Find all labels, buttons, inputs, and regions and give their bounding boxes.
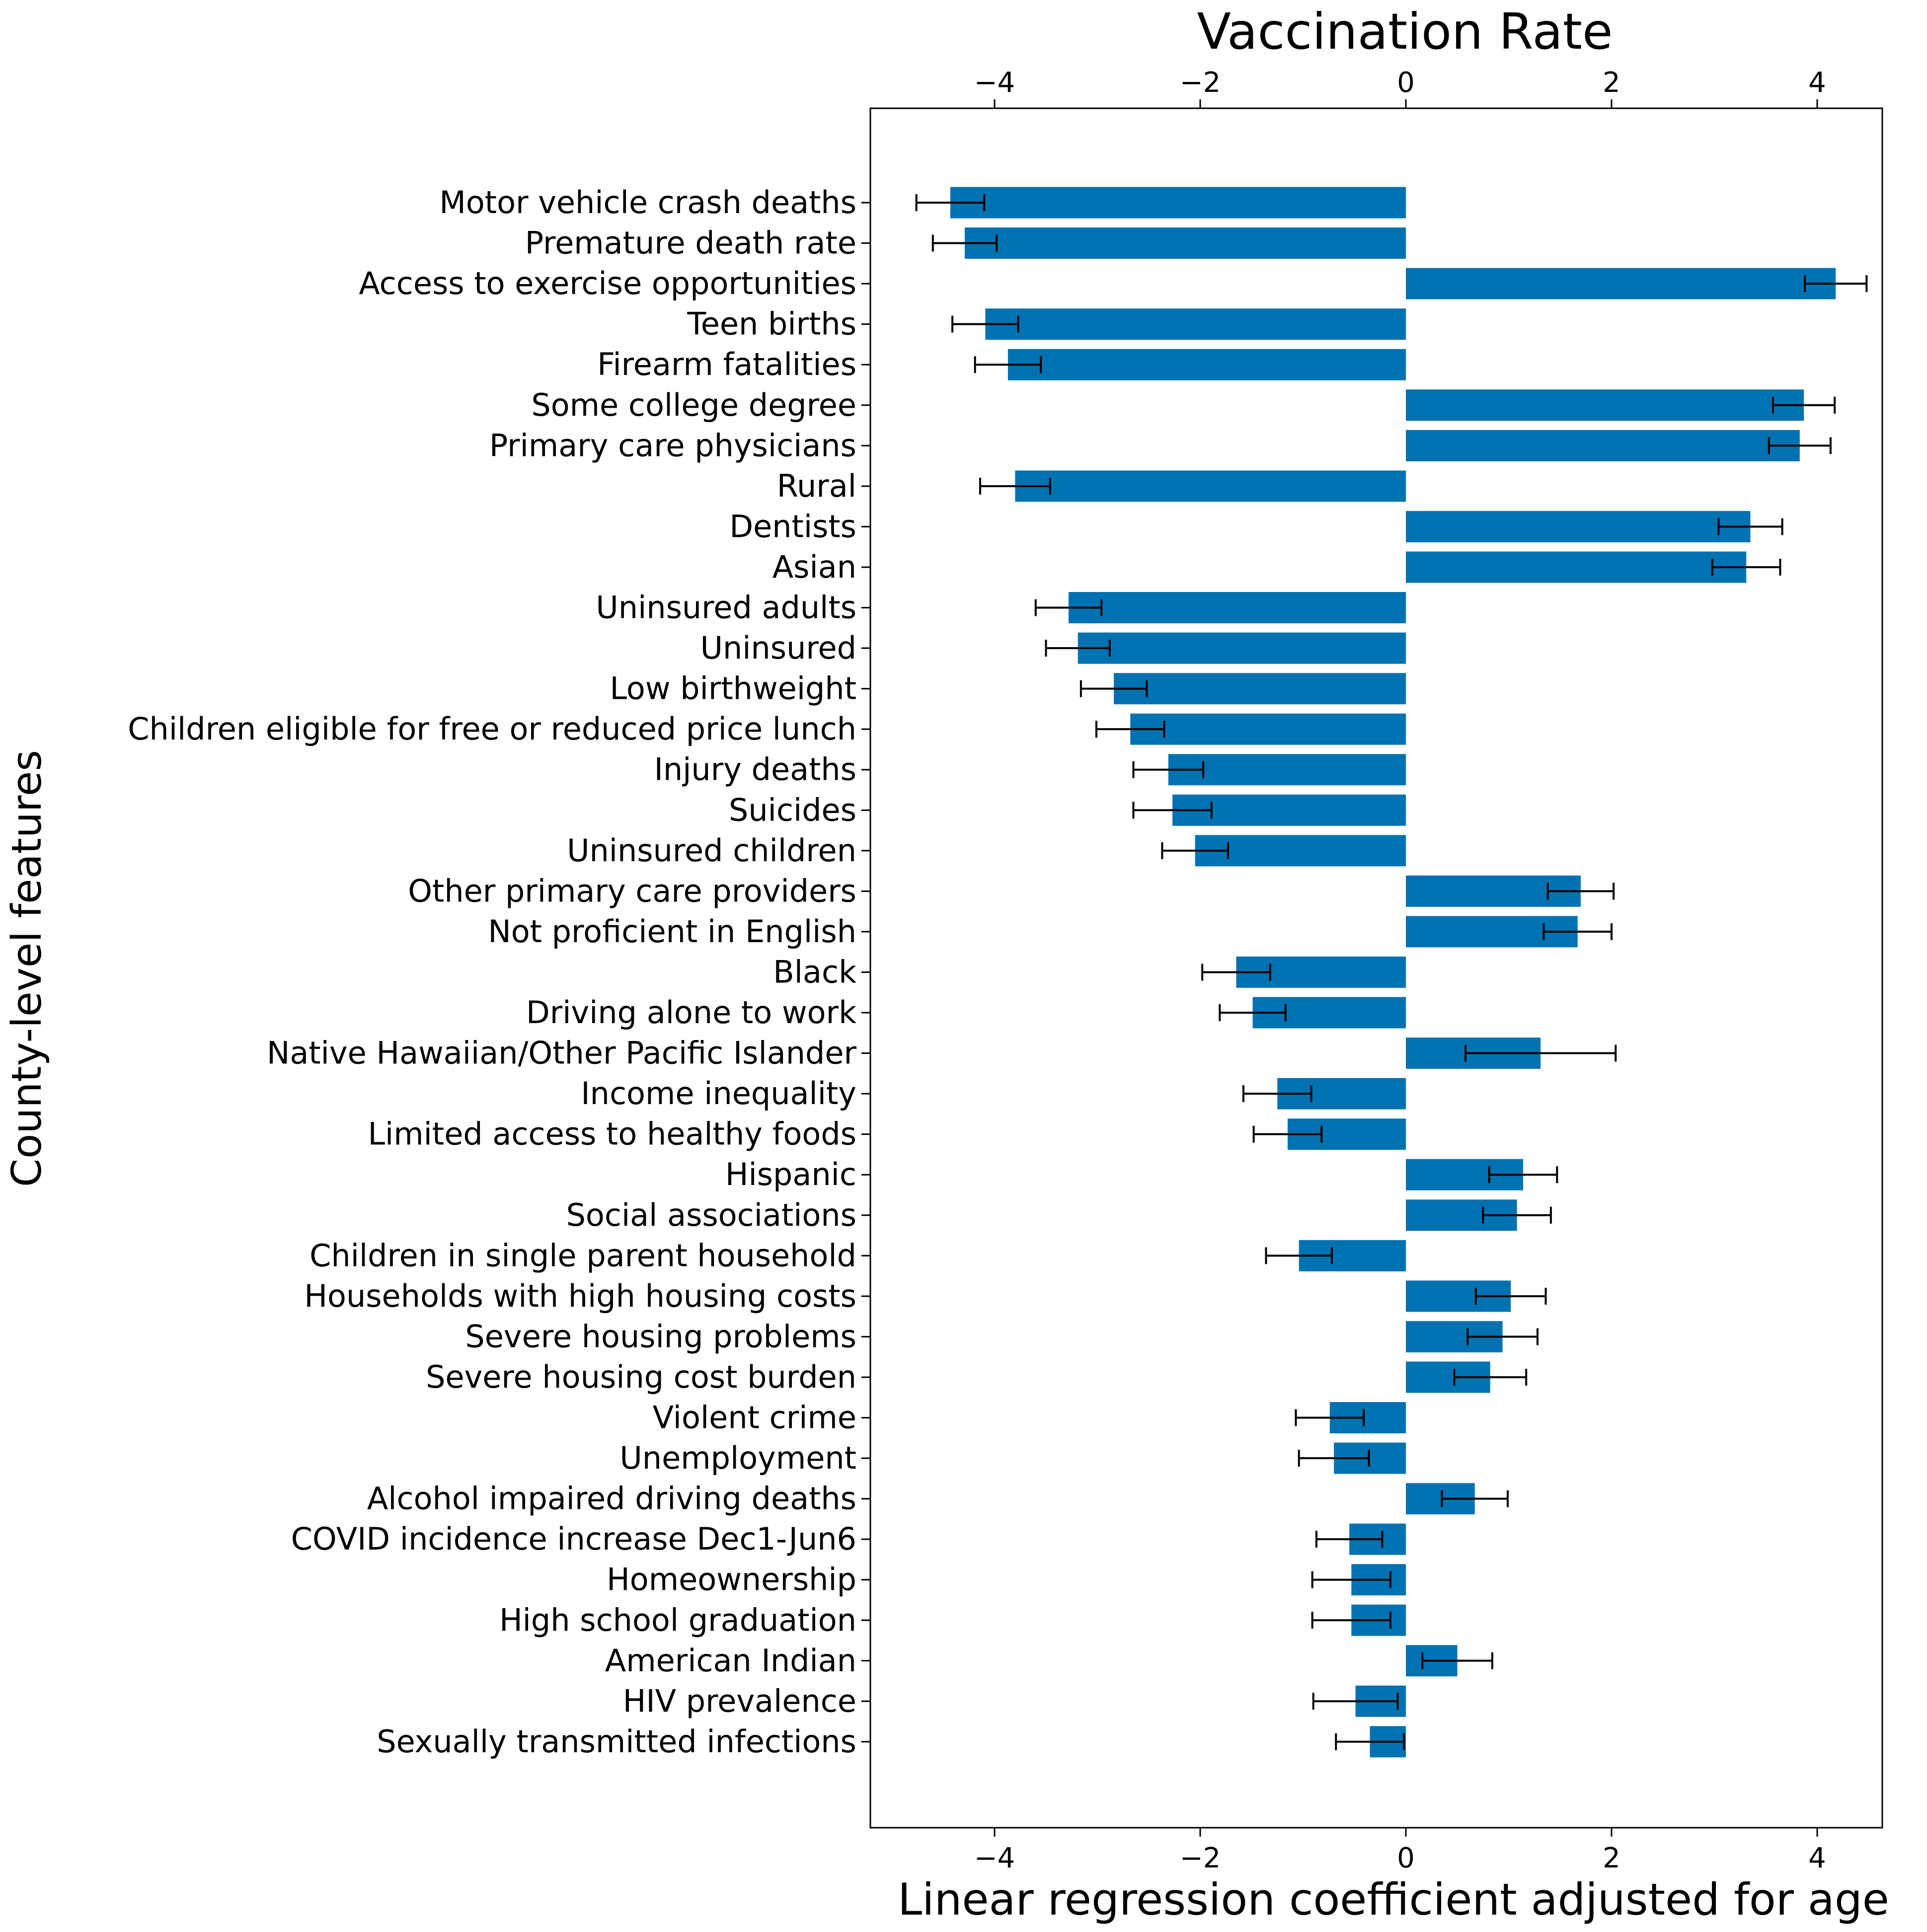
x-tick-label-top-1: −2 (1180, 67, 1221, 99)
bar-10 (1069, 592, 1406, 623)
bar-8 (1406, 511, 1751, 542)
y-tick-label-22: Income inequality (581, 1075, 856, 1112)
y-tick-label-21: Native Hawaiian/Other Pacific Islander (267, 1035, 857, 1071)
y-tick-label-4: Firearm fatalities (597, 346, 856, 382)
bar-12 (1114, 673, 1406, 705)
bar-2 (1406, 268, 1836, 299)
x-axis-bottom: −4 −2 0 2 4 (974, 1828, 1826, 1874)
y-tick-label-30: Violent crime (653, 1400, 856, 1436)
bar-9 (1406, 551, 1747, 583)
y-tick-label-18: Not proficient in English (488, 913, 856, 950)
x-tick-label-bottom-0: −4 (974, 1842, 1015, 1874)
y-tick-label-12: Low birthweight (610, 670, 856, 707)
y-tick-label-10: Uninsured adults (596, 590, 856, 626)
y-tick-label-27: Households with high housing costs (304, 1278, 856, 1314)
y-tick-label-36: American Indian (605, 1642, 856, 1679)
y-tick-label-17: Other primary care providers (408, 873, 856, 909)
bar-11 (1078, 632, 1406, 664)
x-tick-label-top-4: 4 (1808, 67, 1826, 99)
x-tick-label-bottom-2: 0 (1397, 1842, 1415, 1874)
bar-4 (1007, 349, 1406, 380)
y-tick-label-34: Homeownership (607, 1561, 856, 1598)
bar-6 (1406, 430, 1800, 461)
y-tick-label-20: Driving alone to work (526, 994, 856, 1031)
y-tick-label-26: Children in single parent household (309, 1237, 856, 1273)
bar-1 (964, 227, 1406, 259)
y-axis: Motor vehicle crash deaths Premature deat… (128, 184, 870, 1760)
y-tick-label-37: HIV prevalence (623, 1683, 856, 1719)
y-tick-label-13: Children eligible for free or reduced pr… (128, 711, 856, 747)
bar-14 (1168, 754, 1406, 786)
y-tick-label-2: Access to exercise opportunities (359, 265, 856, 301)
x-tick-label-top-0: −4 (974, 67, 1015, 99)
y-tick-label-3: Teen births (687, 306, 856, 342)
y-tick-label-31: Unemployment (619, 1440, 856, 1476)
x-tick-label-bottom-1: −2 (1180, 1842, 1221, 1874)
y-tick-label-14: Injury deaths (654, 751, 856, 788)
y-tick-label-28: Severe housing problems (465, 1318, 856, 1354)
chart-title: Vaccination Rate (1197, 2, 1613, 61)
bar-13 (1130, 713, 1406, 745)
bar-3 (985, 308, 1406, 340)
error-bars (915, 194, 1868, 1750)
y-tick-label-23: Limited access to healthy foods (368, 1116, 857, 1152)
y-tick-label-1: Premature death rate (525, 225, 856, 261)
x-tick-label-bottom-4: 4 (1808, 1842, 1826, 1874)
y-axis-title: County-level features (3, 750, 51, 1187)
y-tick-label-8: Dentists (729, 508, 856, 544)
x-tick-label-top-3: 2 (1603, 67, 1620, 99)
y-tick-label-35: High school graduation (499, 1602, 856, 1638)
y-tick-label-38: Sexually transmitted infections (377, 1723, 856, 1760)
bar-16 (1195, 835, 1406, 867)
x-tick-label-bottom-3: 2 (1603, 1842, 1620, 1874)
x-axis-top: −4 −2 0 2 4 (974, 67, 1826, 108)
y-tick-label-5: Some college degree (531, 387, 856, 423)
y-tick-label-24: Hispanic (725, 1156, 856, 1192)
bar-0 (950, 187, 1406, 219)
y-tick-label-32: Alcohol impaired driving deaths (367, 1481, 856, 1517)
y-tick-label-25: Social associations (566, 1197, 856, 1233)
x-axis-title: Linear regression coefficient adjusted f… (898, 1874, 1889, 1925)
y-tick-label-33: COVID incidence increase Dec1-Jun6 (291, 1521, 856, 1557)
plot-frame (869, 107, 1883, 1829)
y-tick-label-0: Motor vehicle crash deaths (439, 184, 856, 221)
y-tick-label-16: Uninsured children (567, 832, 856, 869)
bar-7 (1015, 470, 1406, 502)
y-tick-label-29: Severe housing cost burden (426, 1359, 856, 1395)
y-tick-label-9: Asian (772, 549, 856, 585)
y-tick-label-7: Rural (777, 468, 856, 504)
y-tick-label-6: Primary care physicians (489, 427, 856, 463)
y-tick-label-15: Suicides (729, 792, 856, 828)
bars (950, 187, 1836, 1758)
y-tick-label-11: Uninsured (700, 630, 856, 666)
x-tick-label-top-2: 0 (1397, 67, 1415, 99)
bar-5 (1406, 389, 1804, 421)
y-tick-label-19: Black (773, 954, 856, 990)
